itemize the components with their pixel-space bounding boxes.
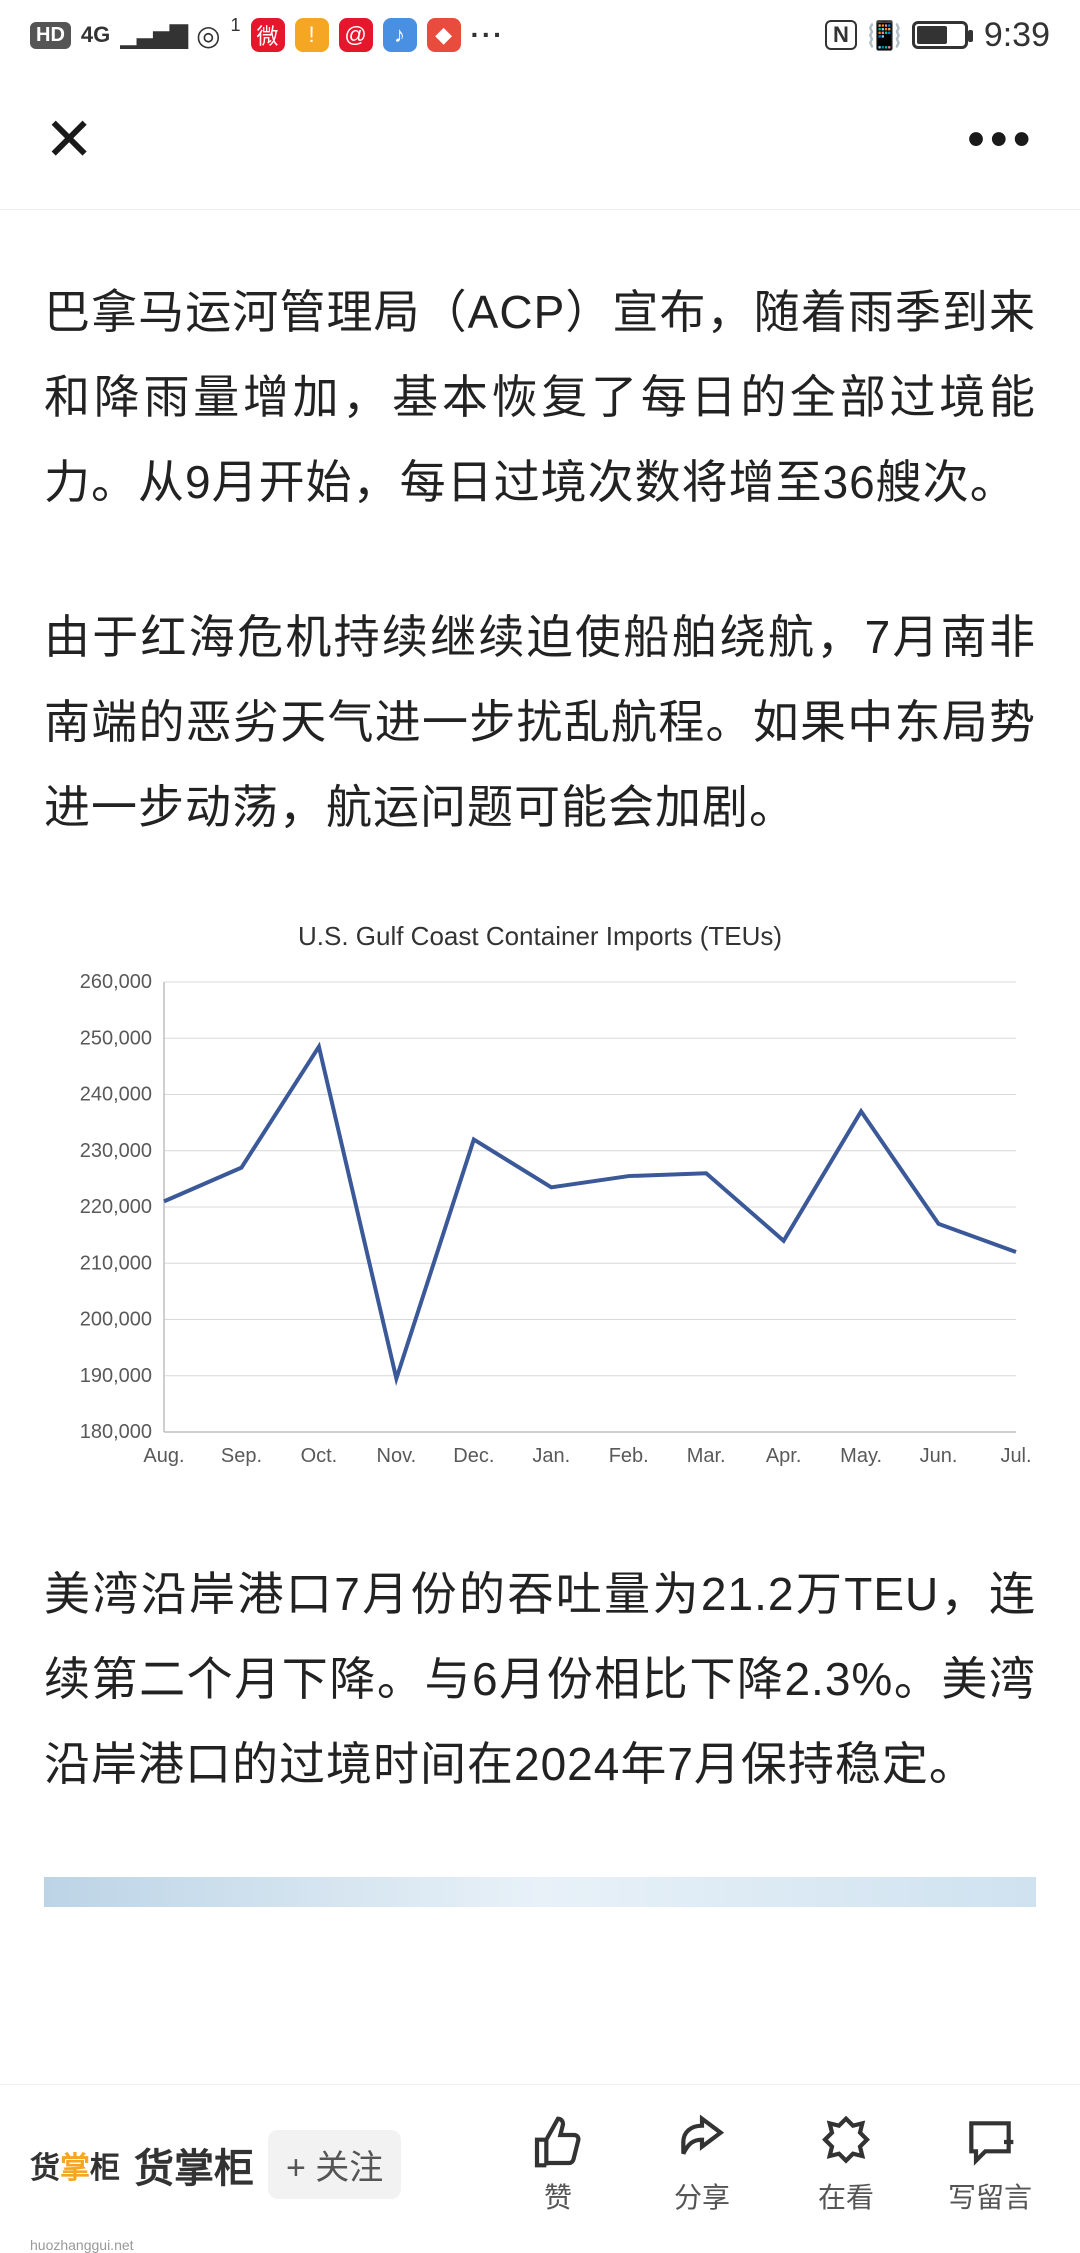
svg-text:220,000: 220,000 <box>80 1196 152 1218</box>
battery-icon <box>912 21 968 49</box>
like-button[interactable]: 赞 <box>498 2114 618 2216</box>
svg-text:200,000: 200,000 <box>80 1308 152 1330</box>
share-icon <box>674 2114 730 2170</box>
notif-count: 1 <box>231 15 241 36</box>
wow-button[interactable]: 在看 <box>786 2114 906 2216</box>
hotspot-icon: ◎ <box>196 19 220 52</box>
svg-text:Sep.: Sep. <box>221 1445 262 1467</box>
svg-text:Apr.: Apr. <box>766 1445 802 1467</box>
svg-text:Nov.: Nov. <box>377 1445 417 1467</box>
svg-text:Oct.: Oct. <box>301 1445 338 1467</box>
status-bar: HD 4G ▁▃▅▇ ◎ 1 微 ! @ ♪ ◆ ··· N 📳 9:39 <box>0 0 1080 70</box>
wow-label: 在看 <box>818 2176 874 2216</box>
weibo2-app-icon: @ <box>339 18 373 52</box>
paragraph-1: 巴拿马运河管理局（ACP）宣布，随着雨季到来和降雨量增加，基本恢复了每日的全部过… <box>44 270 1036 525</box>
hd-badge: HD <box>30 22 71 49</box>
svg-text:Feb.: Feb. <box>609 1445 649 1467</box>
svg-text:Jan.: Jan. <box>532 1445 570 1467</box>
imports-chart: U.S. Gulf Coast Container Imports (TEUs)… <box>44 921 1036 1492</box>
svg-text:260,000: 260,000 <box>80 972 152 993</box>
vibrate-icon: 📳 <box>867 19 902 52</box>
svg-text:May.: May. <box>840 1445 882 1467</box>
huawei-app-icon: ◆ <box>427 18 461 52</box>
svg-text:Jun.: Jun. <box>920 1445 958 1467</box>
bottom-bar: 货掌柜 huozhanggui.net 货掌柜 + 关注 赞 分享 在看 写留言 <box>0 2084 1080 2244</box>
chart-canvas: 180,000 190,000 200,000 210,000 220,000 230,0… <box>44 972 1036 1492</box>
account-name: 货掌柜 <box>134 2136 254 2194</box>
svg-text:250,000: 250,000 <box>80 1027 152 1049</box>
svg-text:Aug.: Aug. <box>143 1445 184 1467</box>
svg-text:Mar.: Mar. <box>687 1445 726 1467</box>
svg-text:210,000: 210,000 <box>80 1252 152 1274</box>
share-label: 分享 <box>674 2176 730 2216</box>
article-header: ✕ ••• <box>0 70 1080 210</box>
next-image-peek <box>44 1877 1036 1907</box>
share-button[interactable]: 分享 <box>642 2114 762 2216</box>
comment-button[interactable]: 写留言 <box>930 2114 1050 2216</box>
comment-label: 写留言 <box>948 2176 1032 2216</box>
account-url: huozhanggui.net <box>30 2237 134 2253</box>
svg-text:240,000: 240,000 <box>80 1083 152 1105</box>
svg-text:Dec.: Dec. <box>453 1445 494 1467</box>
alert-app-icon: ! <box>295 18 329 52</box>
thumbs-up-icon <box>530 2114 586 2170</box>
article-body: 巴拿马运河管理局（ACP）宣布，随着雨季到来和降雨量增加，基本恢复了每日的全部过… <box>0 210 1080 1907</box>
more-button[interactable]: ••• <box>968 112 1036 167</box>
weibo-app-icon: 微 <box>251 18 285 52</box>
svg-text:Jul.: Jul. <box>1000 1445 1031 1467</box>
music-app-icon: ♪ <box>383 18 417 52</box>
paragraph-2: 由于红海危机持续继续迫使船舶绕航，7月南非南端的恶劣天气进一步扰乱航程。如果中东… <box>44 595 1036 850</box>
svg-text:190,000: 190,000 <box>80 1364 152 1386</box>
status-right: N 📳 9:39 <box>825 16 1050 55</box>
signal-icon: ▁▃▅▇ <box>120 21 186 50</box>
wow-icon <box>818 2114 874 2170</box>
more-notif-icon: ··· <box>471 19 505 51</box>
chart-title: U.S. Gulf Coast Container Imports (TEUs) <box>44 921 1036 952</box>
svg-text:230,000: 230,000 <box>80 1139 152 1161</box>
account-block[interactable]: 货掌柜 huozhanggui.net 货掌柜 + 关注 <box>30 2130 401 2199</box>
network-icon: 4G <box>81 22 110 48</box>
status-left: HD 4G ▁▃▅▇ ◎ 1 微 ! @ ♪ ◆ ··· <box>30 18 505 52</box>
clock: 9:39 <box>984 16 1050 55</box>
svg-text:180,000: 180,000 <box>80 1421 152 1443</box>
nfc-icon: N <box>825 20 857 50</box>
paragraph-3: 美湾沿岸港口7月份的吞吐量为21.2万TEU，连续第二个月下降。与6月份相比下降… <box>44 1552 1036 1807</box>
comment-icon <box>962 2114 1018 2170</box>
like-label: 赞 <box>544 2176 572 2216</box>
account-logo: 货掌柜 <box>30 2143 120 2187</box>
close-button[interactable]: ✕ <box>44 110 94 170</box>
follow-button[interactable]: + 关注 <box>268 2130 401 2199</box>
